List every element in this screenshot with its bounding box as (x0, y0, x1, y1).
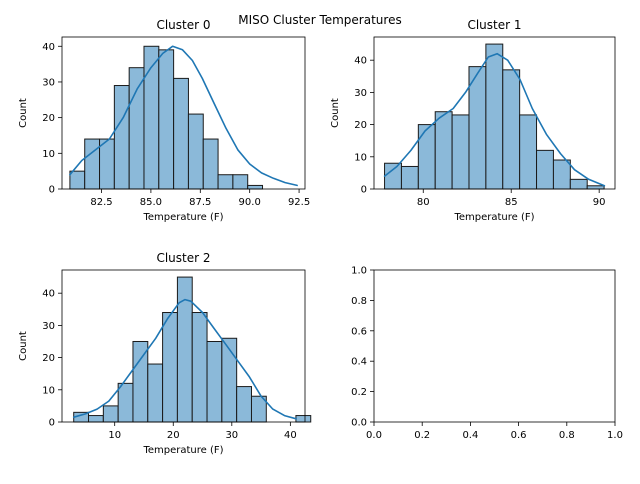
histogram-bar (468, 66, 487, 190)
histogram-bar (128, 67, 145, 190)
y-axis-label: Count (18, 98, 29, 128)
y-tick-label: 30 (42, 77, 55, 88)
y-tick-label: 10 (354, 152, 367, 163)
x-tick-label: 82.5 (90, 197, 112, 208)
histogram-bar (451, 114, 470, 190)
histogram-bar (236, 386, 252, 423)
histogram-bar (295, 415, 312, 423)
y-tick-label: 0.0 (351, 418, 367, 429)
x-tick-label: 85 (505, 197, 518, 208)
subplot-empty: 0.0 0.2 0.4 0.6 0.8 1.0 0.0 0.2 0.4 0.6 0.8 1.0 (351, 266, 623, 442)
histogram-bar (221, 337, 238, 423)
histogram-bar (586, 185, 605, 190)
histogram-bar (434, 111, 453, 190)
histogram-bar (247, 184, 264, 190)
histogram-bar (485, 43, 504, 190)
axes-frame (61, 36, 306, 190)
y-tick-label: 10 (42, 149, 55, 160)
y-tick-label: 0.2 (351, 387, 367, 398)
y-tick-label: 40 (354, 56, 367, 67)
histogram-bar (384, 162, 402, 190)
histogram-bar (569, 178, 588, 190)
histogram-bar (206, 340, 223, 423)
x-tick-label: 20 (167, 430, 180, 441)
y-tick-label: 20 (42, 353, 55, 364)
axes-frame (373, 36, 616, 190)
x-tick-label: 90 (593, 197, 606, 208)
histogram-bar (173, 77, 189, 190)
histogram-bar (102, 405, 119, 423)
histogram-bar (232, 174, 249, 190)
histogram-bar (502, 69, 521, 190)
kde-line (383, 52, 606, 187)
x-tick-label: 1.0 (607, 430, 623, 441)
x-tick-label: 0.4 (462, 430, 478, 441)
kde-line (72, 298, 298, 420)
x-tick-label: 92.5 (288, 197, 310, 208)
y-tick-label: 30 (42, 321, 55, 332)
y-axis-label: Count (330, 98, 341, 128)
y-tick-label: 0 (361, 185, 367, 196)
x-tick-label: 87.5 (189, 197, 211, 208)
subplot-title: Cluster 0 (156, 18, 210, 32)
x-tick-label: 10 (108, 430, 121, 441)
x-axis-label: Temperature (F) (142, 445, 223, 456)
histogram-bar (417, 124, 436, 190)
x-tick-label: 30 (225, 430, 238, 441)
x-tick-label: 40 (284, 430, 297, 441)
y-tick-label: 0.6 (351, 326, 367, 337)
x-tick-label: 0.8 (559, 430, 575, 441)
histogram-bar (147, 363, 164, 423)
subplot-cluster-1: 80 85 90 0 10 20 30 40 Cluster 1 Temperature (F) C… (330, 18, 616, 223)
y-tick-label: 0 (49, 418, 55, 429)
y-tick-label: 0 (49, 185, 55, 196)
histogram-bar (187, 113, 204, 190)
histogram-bar (69, 170, 86, 190)
histogram-bar (191, 312, 208, 423)
axes-frame (373, 269, 616, 423)
histogram-bar (117, 382, 134, 423)
histogram-bar (400, 165, 419, 190)
histogram-bar (88, 415, 104, 423)
histogram-bar (536, 149, 554, 190)
x-tick-label: 0.0 (366, 430, 382, 441)
x-tick-label: 80 (417, 197, 430, 208)
x-axis-label: Temperature (F) (142, 212, 223, 223)
y-tick-label: 10 (42, 385, 55, 396)
y-tick-label: 0.8 (351, 296, 367, 307)
histogram-bar (202, 138, 219, 190)
y-tick-label: 1.0 (351, 266, 367, 277)
histogram-bar (99, 138, 115, 190)
y-axis-label: Count (18, 331, 29, 361)
histogram-bar (84, 138, 101, 190)
subplot-title: Cluster 1 (467, 18, 521, 32)
x-axis-label: Temperature (F) (453, 212, 534, 223)
kde-line (69, 45, 298, 187)
y-tick-label: 20 (354, 120, 367, 131)
x-tick-label: 85.0 (140, 197, 162, 208)
x-tick-label: 0.2 (414, 430, 430, 441)
histogram-bar (519, 114, 538, 190)
y-tick-label: 0.4 (351, 357, 367, 368)
subplot-cluster-0: 82.5 85.0 87.5 90.0 92.5 0 10 20 30 40 Cluster 0 Te… (18, 18, 310, 223)
subplot-cluster-2: 10 20 30 40 0 10 20 30 40 Cluster 2 Temperature (F… (18, 251, 312, 456)
histogram-bar (158, 49, 175, 190)
axes-frame (61, 269, 306, 423)
histogram-bar (552, 159, 571, 190)
histogram-bar (113, 85, 130, 190)
y-tick-label: 20 (42, 113, 55, 124)
y-tick-label: 40 (42, 42, 55, 53)
x-tick-label: 0.6 (511, 430, 527, 441)
x-tick-label: 90.0 (239, 197, 261, 208)
y-tick-label: 40 (42, 289, 55, 300)
histogram-bar (217, 174, 234, 190)
subplot-title: Cluster 2 (156, 251, 210, 265)
figure-suptitle: MISO Cluster Temperatures (238, 13, 401, 27)
histogram-bar (162, 312, 178, 423)
y-tick-label: 30 (354, 88, 367, 99)
